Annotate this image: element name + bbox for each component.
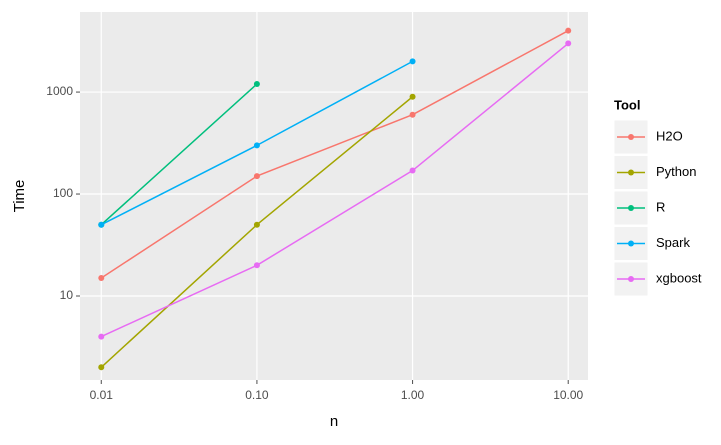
data-point — [409, 58, 416, 65]
data-point — [409, 93, 416, 100]
y-tick-label: 100 — [53, 186, 73, 200]
data-point — [565, 27, 572, 34]
legend-point — [628, 240, 634, 247]
data-point — [253, 221, 260, 228]
data-point — [98, 221, 105, 228]
legend-label: H2O — [656, 128, 683, 143]
data-point — [253, 142, 260, 149]
legend-label: R — [656, 199, 665, 214]
legend-title: Tool — [614, 97, 640, 112]
data-point — [409, 111, 416, 118]
legend-point — [628, 169, 634, 176]
data-point — [98, 333, 105, 340]
legend-label: Python — [656, 164, 696, 179]
series-line — [100, 42, 569, 338]
x-axis-title: n — [330, 413, 338, 430]
data-point — [253, 173, 260, 180]
panel — [80, 12, 588, 380]
y-axis-title: Time — [11, 180, 28, 213]
data-point — [98, 275, 105, 282]
legend-point — [628, 205, 634, 211]
legend-label: xgboost — [656, 270, 702, 285]
data-point — [253, 80, 260, 87]
data-point — [98, 364, 105, 371]
legend-label: Spark — [656, 235, 690, 250]
x-tick-label: 0.01 — [90, 388, 114, 402]
x-tick-label: 1.00 — [401, 388, 425, 402]
data-point — [253, 262, 260, 269]
y-tick-label: 1000 — [46, 84, 73, 98]
series-line — [100, 30, 569, 279]
y-tick-label: 10 — [60, 288, 74, 302]
legend-point — [628, 276, 634, 282]
x-tick-label: 0.10 — [245, 388, 269, 402]
series-line — [100, 83, 258, 226]
data-point — [409, 167, 416, 174]
x-tick-label: 10.00 — [553, 388, 583, 402]
legend-point — [628, 134, 634, 140]
data-point — [565, 40, 572, 47]
